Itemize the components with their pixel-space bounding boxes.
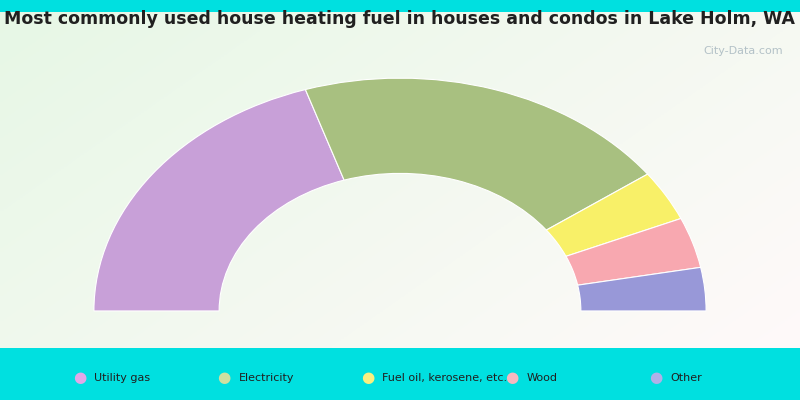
Text: Electricity: Electricity [238, 373, 294, 383]
Wedge shape [546, 174, 681, 256]
Text: Most commonly used house heating fuel in houses and condos in Lake Holm, WA: Most commonly used house heating fuel in… [5, 10, 795, 28]
Text: ●: ● [506, 370, 518, 386]
Text: ●: ● [650, 370, 662, 386]
Wedge shape [566, 218, 701, 285]
Text: City-Data.com: City-Data.com [703, 46, 782, 56]
Text: ●: ● [362, 370, 374, 386]
Text: Utility gas: Utility gas [94, 373, 150, 383]
Wedge shape [306, 78, 648, 230]
Text: ●: ● [74, 370, 86, 386]
Text: Wood: Wood [526, 373, 558, 383]
Wedge shape [94, 90, 344, 311]
Wedge shape [578, 267, 706, 311]
Text: ●: ● [218, 370, 230, 386]
Text: Fuel oil, kerosene, etc.: Fuel oil, kerosene, etc. [382, 373, 507, 383]
Text: Other: Other [670, 373, 702, 383]
